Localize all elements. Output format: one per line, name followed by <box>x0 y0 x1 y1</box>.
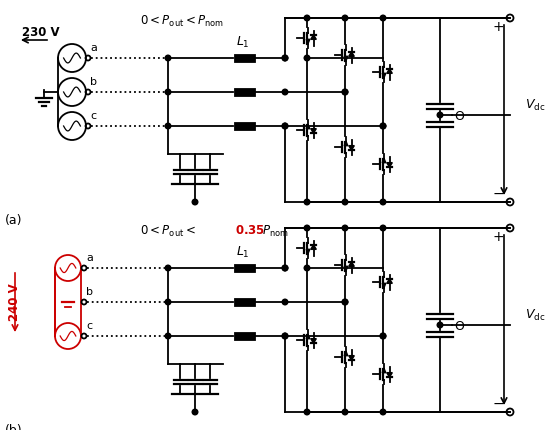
Polygon shape <box>349 356 354 360</box>
Bar <box>235 123 255 129</box>
Polygon shape <box>387 69 392 74</box>
Circle shape <box>165 55 171 61</box>
Polygon shape <box>387 279 392 283</box>
Circle shape <box>342 15 348 21</box>
Circle shape <box>304 55 310 61</box>
Bar <box>235 298 255 305</box>
Bar <box>235 89 255 95</box>
Circle shape <box>165 299 171 305</box>
Circle shape <box>165 265 171 271</box>
Circle shape <box>165 333 171 339</box>
Bar <box>235 332 255 340</box>
Circle shape <box>282 55 288 61</box>
Text: O: O <box>454 110 464 123</box>
Circle shape <box>282 333 288 339</box>
Polygon shape <box>344 266 348 271</box>
Polygon shape <box>382 369 386 373</box>
Circle shape <box>437 112 443 118</box>
Circle shape <box>342 225 348 231</box>
Polygon shape <box>306 124 310 129</box>
Circle shape <box>380 225 386 231</box>
Text: $P_\mathrm{nom}$: $P_\mathrm{nom}$ <box>262 224 289 239</box>
Polygon shape <box>306 39 310 44</box>
Circle shape <box>304 15 310 21</box>
Text: c: c <box>90 111 96 121</box>
Text: (a): (a) <box>5 214 23 227</box>
Circle shape <box>282 55 288 61</box>
Circle shape <box>192 199 198 205</box>
Circle shape <box>380 409 386 415</box>
Polygon shape <box>387 163 392 167</box>
Text: $-$: $-$ <box>492 396 504 410</box>
Circle shape <box>282 299 288 305</box>
Circle shape <box>282 123 288 129</box>
Polygon shape <box>344 351 348 356</box>
Polygon shape <box>311 245 316 249</box>
Circle shape <box>304 225 310 231</box>
Bar <box>235 55 255 61</box>
Polygon shape <box>306 334 310 339</box>
Circle shape <box>380 15 386 21</box>
Polygon shape <box>311 129 316 133</box>
Circle shape <box>342 299 348 305</box>
Circle shape <box>342 409 348 415</box>
Circle shape <box>380 123 386 129</box>
Polygon shape <box>311 339 316 343</box>
Circle shape <box>380 333 386 339</box>
Text: a: a <box>90 43 97 53</box>
Polygon shape <box>349 146 354 150</box>
Circle shape <box>380 333 386 339</box>
Circle shape <box>342 89 348 95</box>
Text: a: a <box>86 253 93 263</box>
Text: O: O <box>454 319 464 332</box>
Text: +: + <box>492 230 504 244</box>
Circle shape <box>342 299 348 305</box>
Text: c: c <box>86 321 92 331</box>
Polygon shape <box>311 35 316 40</box>
Circle shape <box>342 89 348 95</box>
Circle shape <box>282 123 288 129</box>
Circle shape <box>304 265 310 271</box>
Polygon shape <box>382 73 386 78</box>
Text: $-$: $-$ <box>492 186 504 200</box>
Text: $V_\mathrm{dc}$: $V_\mathrm{dc}$ <box>525 98 546 113</box>
Circle shape <box>437 322 443 328</box>
Text: $0 < P_\mathrm{out} < $: $0 < P_\mathrm{out} < $ <box>140 224 196 239</box>
Text: b: b <box>90 77 97 87</box>
Text: 240 V: 240 V <box>8 283 21 321</box>
Circle shape <box>282 265 288 271</box>
Text: (b): (b) <box>5 424 23 430</box>
Bar <box>235 264 255 271</box>
Text: +: + <box>492 20 504 34</box>
Text: $\mathbf{0.35}$: $\mathbf{0.35}$ <box>235 224 265 237</box>
Polygon shape <box>382 283 386 288</box>
Circle shape <box>304 409 310 415</box>
Circle shape <box>304 199 310 205</box>
Text: b: b <box>86 287 93 297</box>
Text: $L_1$: $L_1$ <box>236 244 250 260</box>
Polygon shape <box>344 56 348 61</box>
Text: $0 < P_\mathrm{out} < P_\mathrm{nom}$: $0 < P_\mathrm{out} < P_\mathrm{nom}$ <box>140 14 224 29</box>
Circle shape <box>192 409 198 415</box>
Text: $L_1$: $L_1$ <box>236 34 250 49</box>
Polygon shape <box>382 158 386 163</box>
Text: 230 V: 230 V <box>22 25 59 39</box>
Circle shape <box>342 199 348 205</box>
Circle shape <box>282 265 288 271</box>
Circle shape <box>282 333 288 339</box>
Circle shape <box>282 89 288 95</box>
Circle shape <box>165 123 171 129</box>
Polygon shape <box>306 249 310 254</box>
Polygon shape <box>387 373 392 377</box>
Text: $V_\mathrm{dc}$: $V_\mathrm{dc}$ <box>525 307 546 322</box>
Circle shape <box>380 123 386 129</box>
Circle shape <box>165 89 171 95</box>
Polygon shape <box>344 141 348 146</box>
Polygon shape <box>349 262 354 266</box>
Circle shape <box>380 199 386 205</box>
Polygon shape <box>349 52 354 56</box>
